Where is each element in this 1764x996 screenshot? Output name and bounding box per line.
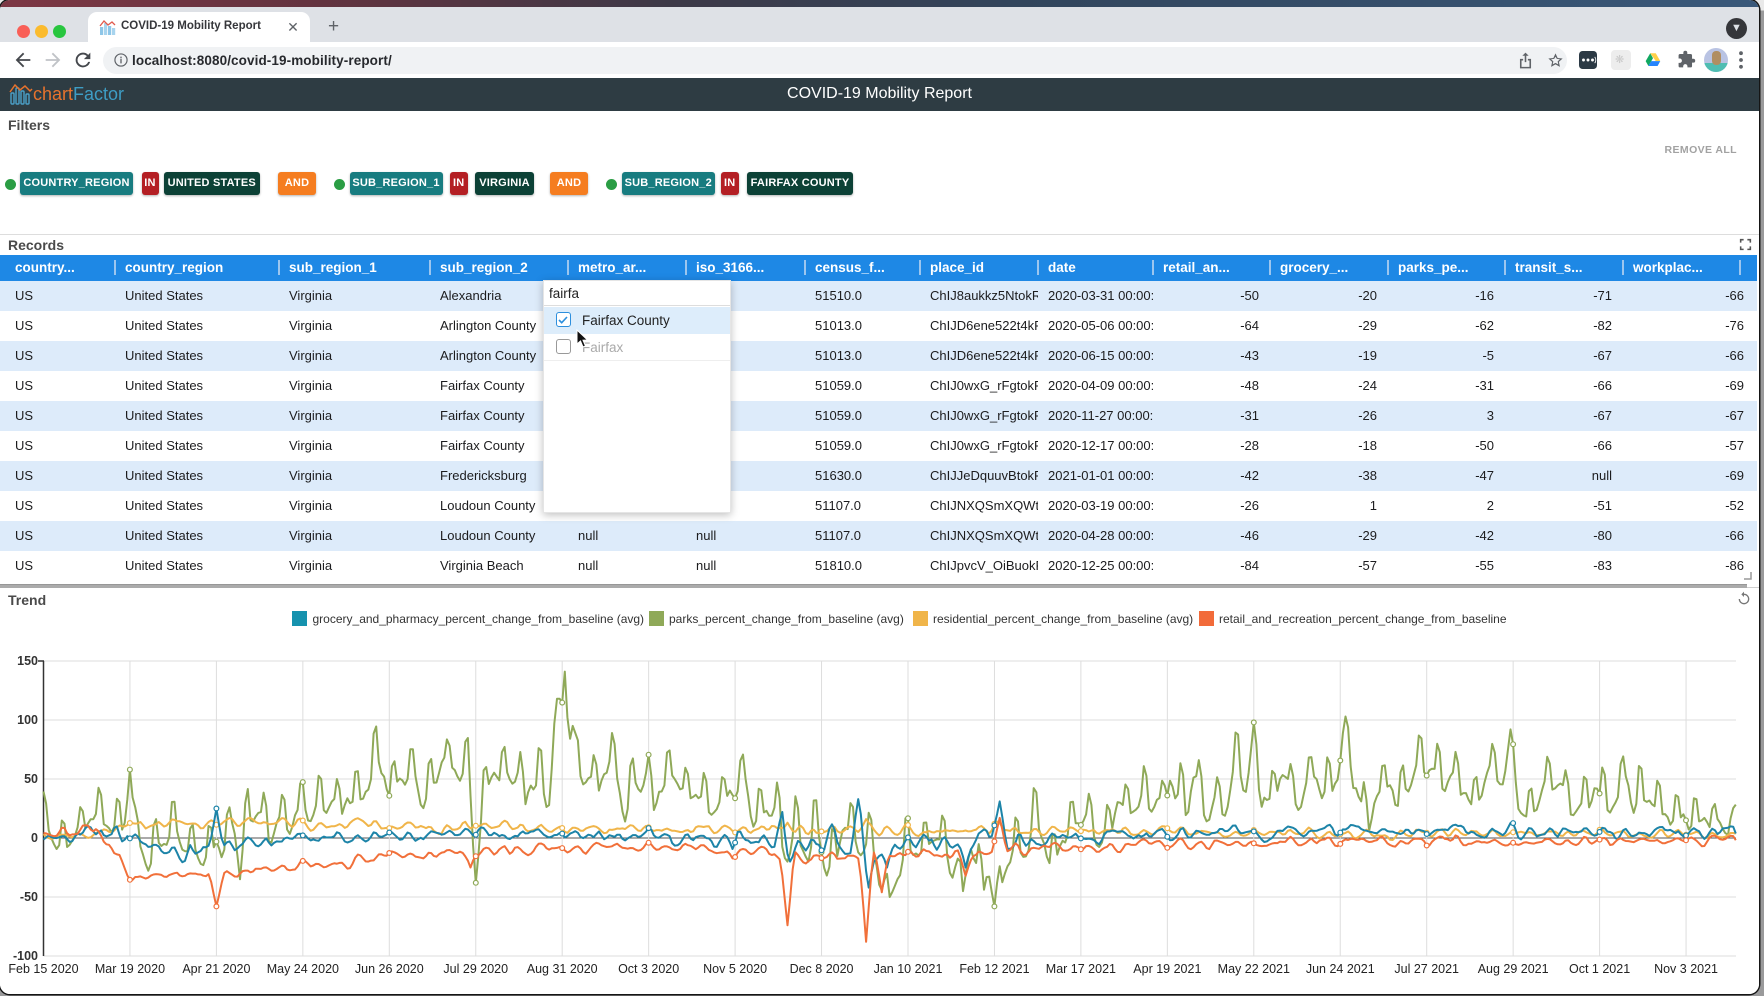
svg-text:0: 0 (31, 831, 38, 845)
svg-text:Jun 26 2020: Jun 26 2020 (355, 962, 424, 976)
svg-text:Oct 1 2021: Oct 1 2021 (1569, 962, 1630, 976)
svg-text:Oct 3 2020: Oct 3 2020 (618, 962, 679, 976)
svg-text:May 24 2020: May 24 2020 (267, 962, 339, 976)
svg-text:Dec 8 2020: Dec 8 2020 (790, 962, 854, 976)
svg-text:Jan 10 2021: Jan 10 2021 (874, 962, 943, 976)
svg-text:Jul 29 2020: Jul 29 2020 (443, 962, 508, 976)
svg-text:Apr 21 2020: Apr 21 2020 (182, 962, 250, 976)
svg-text:-100: -100 (13, 949, 38, 963)
svg-text:100: 100 (17, 713, 38, 727)
svg-text:Nov 3 2021: Nov 3 2021 (1654, 962, 1718, 976)
svg-text:Mar 19 2020: Mar 19 2020 (95, 962, 165, 976)
svg-text:Feb 12 2021: Feb 12 2021 (959, 962, 1029, 976)
svg-text:Feb 15 2020: Feb 15 2020 (8, 962, 78, 976)
svg-text:Mar 17 2021: Mar 17 2021 (1046, 962, 1116, 976)
svg-text:Aug 29 2021: Aug 29 2021 (1478, 962, 1549, 976)
svg-text:Nov 5 2020: Nov 5 2020 (703, 962, 767, 976)
svg-text:50: 50 (24, 772, 38, 786)
svg-text:Jul 27 2021: Jul 27 2021 (1394, 962, 1459, 976)
svg-text:May 22 2021: May 22 2021 (1218, 962, 1290, 976)
svg-text:Aug 31 2020: Aug 31 2020 (527, 962, 598, 976)
svg-text:Jun 24 2021: Jun 24 2021 (1306, 962, 1375, 976)
svg-text:-50: -50 (20, 890, 38, 904)
svg-text:Apr 19 2021: Apr 19 2021 (1133, 962, 1201, 976)
svg-text:150: 150 (17, 654, 38, 668)
